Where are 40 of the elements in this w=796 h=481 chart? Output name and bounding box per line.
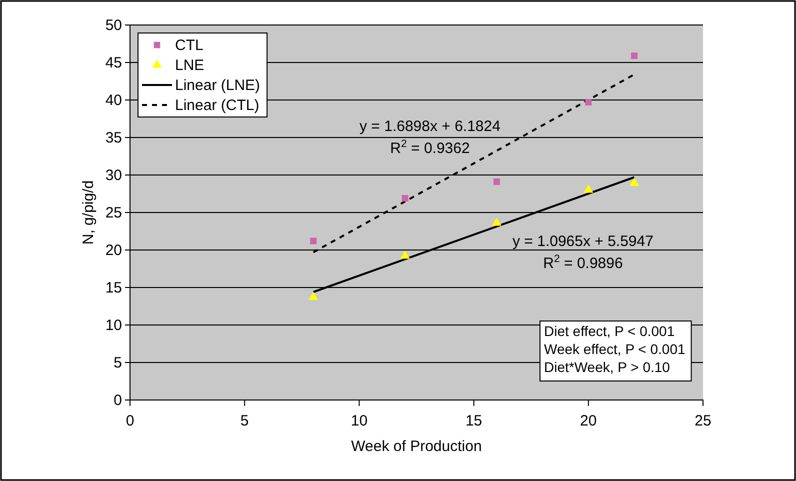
annotation: R$^{2}$ = 0.9896 — [543, 253, 623, 272]
x-tick-label: 15 — [465, 412, 482, 430]
y-tick-label: 0 — [114, 392, 122, 409]
point — [584, 184, 594, 193]
legend-label: LNE — [175, 57, 204, 74]
point — [493, 178, 500, 185]
x-tick-label: 20 — [580, 412, 597, 430]
point — [492, 217, 502, 226]
y-tick-label: 20 — [105, 242, 122, 259]
legend-label: Linear (CTL) — [175, 97, 260, 114]
y-tick-label: 10 — [105, 316, 122, 334]
x-tick-label: 10 — [350, 412, 368, 430]
x-axis-title: Week of Production — [351, 438, 482, 455]
legend-label: CTL — [175, 37, 204, 54]
y-tick-label: 30 — [105, 166, 122, 184]
annotation: Week effect, P < 0.001 — [544, 341, 686, 357]
annotation: Diet effect, P < 0.001 — [544, 323, 675, 339]
y-axis-title: N, g/pig/d — [80, 180, 97, 245]
point — [631, 52, 638, 59]
y-tick-label: 40 — [105, 92, 122, 109]
x-tick-label: 5 — [240, 412, 249, 430]
y-tick-label: 45 — [105, 54, 122, 72]
y-tick-label: 35 — [105, 129, 122, 146]
point — [310, 238, 317, 244]
y-tick-label: 50 — [105, 16, 122, 34]
point — [629, 178, 640, 186]
annotation: R$^{2}$ = 0.9362 — [390, 138, 470, 157]
legend-label: Linear (LNE) — [175, 77, 260, 94]
y-tick-label: 5 — [114, 354, 122, 372]
y-tick-label: 15 — [105, 279, 122, 296]
annotation: Diet*Week, P > 0.10 — [544, 359, 670, 375]
y-tick-label: 25 — [105, 204, 122, 222]
x-tick-label: 0 — [126, 412, 134, 430]
point — [400, 250, 410, 259]
point — [308, 292, 318, 300]
point — [585, 99, 592, 106]
x-tick-label: 25 — [694, 412, 712, 430]
annotation: y = 1.6898x + 6.1824 — [360, 118, 500, 135]
annotation: y = 1.0965x + 5.5947 — [512, 233, 654, 250]
point — [402, 195, 408, 202]
